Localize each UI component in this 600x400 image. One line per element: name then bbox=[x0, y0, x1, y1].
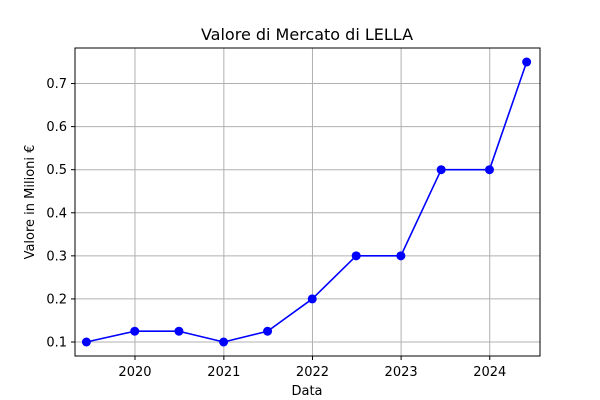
x-axis: 2020 2021 2022 2023 2024 bbox=[118, 356, 506, 380]
data-point bbox=[396, 251, 406, 261]
y-tick-label: 0.5 bbox=[46, 163, 67, 178]
data-point bbox=[174, 326, 184, 336]
y-tick-label: 0.7 bbox=[46, 77, 67, 92]
y-tick-label: 0.4 bbox=[46, 206, 67, 221]
chart-title: Valore di Mercato di LELLA bbox=[201, 25, 413, 44]
y-tick-label: 0.6 bbox=[46, 120, 67, 135]
plot-frame bbox=[74, 47, 541, 357]
data-point bbox=[219, 337, 229, 347]
data-point bbox=[484, 165, 494, 175]
x-tick-label: 2021 bbox=[207, 365, 240, 380]
y-axis: 0.1 0.2 0.3 0.4 0.5 0.6 0.7 bbox=[46, 77, 75, 351]
data-point bbox=[351, 251, 361, 261]
x-axis-label: Data bbox=[291, 384, 322, 399]
x-tick-label: 2020 bbox=[118, 365, 151, 380]
series-layer bbox=[81, 57, 532, 347]
y-tick-label: 0.1 bbox=[46, 336, 67, 351]
x-tick-label: 2023 bbox=[385, 365, 418, 380]
x-tick-label: 2022 bbox=[296, 365, 329, 380]
data-point bbox=[307, 294, 317, 304]
data-point bbox=[130, 326, 140, 336]
data-point bbox=[522, 57, 532, 67]
y-axis-label: Valore in Milioni € bbox=[23, 145, 38, 260]
y-tick-label: 0.3 bbox=[46, 249, 67, 264]
x-tick-label: 2024 bbox=[473, 365, 506, 380]
data-point bbox=[263, 326, 273, 336]
data-point bbox=[436, 165, 446, 175]
data-point bbox=[81, 337, 91, 347]
y-tick-label: 0.2 bbox=[46, 292, 67, 307]
